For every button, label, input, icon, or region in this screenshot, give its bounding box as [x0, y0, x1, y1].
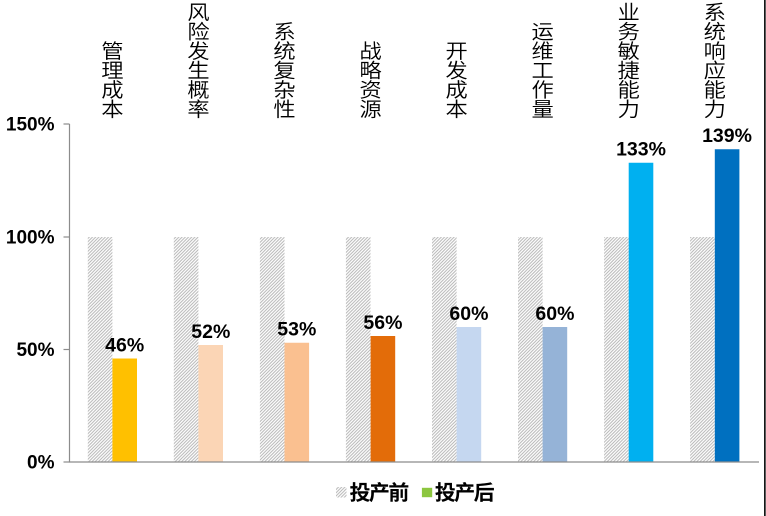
svg-text:53%: 53%: [277, 319, 316, 341]
svg-text:0%: 0%: [27, 453, 55, 474]
svg-text:139%: 139%: [702, 125, 752, 147]
svg-text:46%: 46%: [105, 334, 144, 356]
svg-text:52%: 52%: [191, 321, 230, 343]
svg-text:133%: 133%: [616, 139, 666, 161]
svg-text:56%: 56%: [363, 312, 402, 334]
svg-text:60%: 60%: [535, 303, 574, 325]
svg-text:50%: 50%: [16, 340, 54, 361]
svg-text:100%: 100%: [6, 228, 55, 249]
svg-text:60%: 60%: [449, 303, 488, 325]
svg-text:150%: 150%: [6, 115, 55, 136]
